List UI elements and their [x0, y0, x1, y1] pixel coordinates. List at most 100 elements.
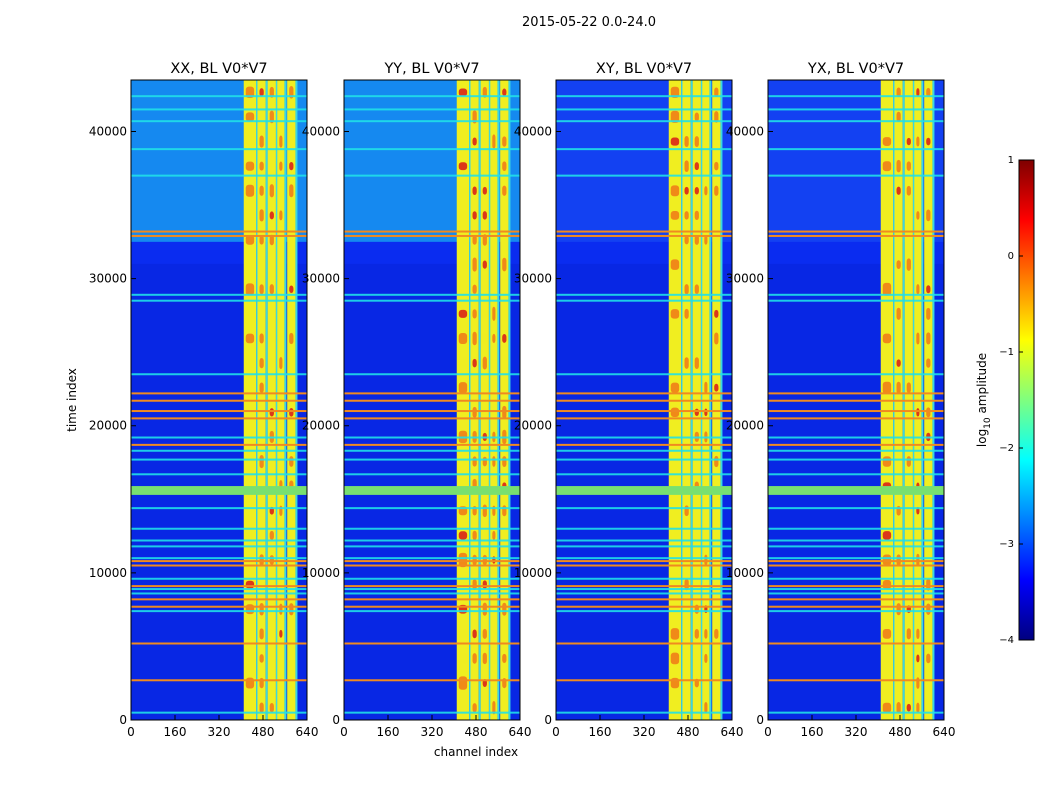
rfi-hotspot — [670, 110, 680, 123]
colorbar-scale — [1018, 159, 1035, 641]
rfi-hotspot — [259, 209, 264, 222]
flagged-row — [131, 148, 307, 151]
flagged-row — [556, 449, 732, 452]
rfi-hotspot — [245, 283, 255, 296]
y-tick-label: 40000 — [302, 124, 340, 138]
rfi-hotspot — [259, 554, 264, 566]
flagged-row — [556, 108, 732, 111]
flagged-row — [556, 436, 732, 439]
panel-1: XX, BL V0*V7 0 160 320 480 640 0 10000 20000 3000… — [89, 61, 319, 739]
rfi-hotspot — [906, 628, 911, 640]
flagged-row — [131, 711, 307, 714]
rfi-hotspot — [714, 383, 719, 392]
rfi-hotspot — [482, 211, 487, 220]
rfi-hotspot — [492, 134, 496, 149]
rfi-hotspot — [906, 258, 911, 271]
rfi-hotspot — [472, 703, 477, 713]
flagged-row — [344, 458, 520, 461]
flagged-row-hot — [344, 443, 520, 446]
rfi-hotspot — [259, 235, 264, 245]
rfi-hotspot — [926, 137, 931, 146]
rfi-hotspot — [472, 406, 477, 418]
flagged-row — [768, 539, 944, 542]
y-tick-label: 10000 — [89, 566, 127, 580]
rfi-hotspot — [896, 186, 901, 195]
rfi-hotspot — [289, 162, 294, 171]
flagged-row-hot — [768, 598, 944, 601]
rfi-hotspot — [279, 161, 283, 171]
flagged-row — [768, 507, 944, 510]
flagged-row — [131, 588, 307, 591]
flagged-row — [131, 95, 307, 98]
x-tick-label: 320 — [208, 725, 231, 739]
flagged-row-hot — [556, 399, 732, 402]
rfi-hotspot — [670, 628, 680, 640]
rfi-hotspot — [458, 676, 468, 690]
y-tick-label: 30000 — [89, 272, 127, 286]
flagged-row — [556, 610, 732, 613]
x-tick-label: 480 — [252, 725, 275, 739]
rfi-hotspot — [259, 135, 264, 148]
colorbar-tick-label: 1 — [1008, 155, 1014, 166]
rfi-hotspot — [906, 456, 911, 467]
y-tick-label: 0 — [332, 713, 340, 727]
y-tick-label: 30000 — [514, 272, 552, 286]
rfi-hotspot — [289, 408, 294, 417]
flagged-row — [768, 527, 944, 530]
y-tick-label: 40000 — [726, 124, 764, 138]
flagged-row — [768, 458, 944, 461]
flagged-row — [556, 557, 732, 560]
rfi-hotspot — [704, 381, 708, 394]
rfi-hotspot — [896, 111, 901, 123]
flagged-row-hot — [768, 564, 944, 567]
rfi-hotspot — [882, 137, 892, 146]
rfi-hotspot — [694, 284, 699, 295]
flagged-row-hot — [344, 598, 520, 601]
flagged-row — [344, 449, 520, 452]
rfi-hotspot — [245, 580, 255, 589]
rfi-hotspot — [502, 653, 507, 664]
flagged-row-hot — [556, 642, 732, 645]
flagged-row — [344, 545, 520, 548]
rfi-hotspot — [482, 652, 487, 665]
flagged-row — [131, 449, 307, 452]
rfi-hotspot — [714, 87, 719, 98]
rfi-hotspot — [492, 700, 496, 715]
x-tick-label: 480 — [677, 725, 700, 739]
rfi-hotspot — [472, 235, 477, 245]
flagged-row — [131, 458, 307, 461]
rfi-hotspot — [882, 333, 892, 344]
x-tick-label: 640 — [721, 725, 744, 739]
flagged-row — [768, 108, 944, 111]
rfi-hotspot — [269, 284, 274, 295]
flagged-row — [556, 299, 732, 302]
panel-title: XX, BL V0*V7 — [170, 61, 267, 77]
x-tick-label: 0 — [764, 725, 772, 739]
flagged-row-hot — [131, 585, 307, 588]
rfi-hotspot — [492, 333, 496, 344]
panel-3: XY, BL V0*V7 0 160 320 480 640 0 10000 20000 3000… — [514, 61, 744, 739]
rfi-hotspot — [245, 112, 255, 122]
rfi-hotspot — [472, 653, 477, 664]
rfi-hotspot — [896, 381, 901, 394]
rfi-hotspot — [882, 161, 892, 172]
colorbar-label: log10 amplitude — [975, 353, 993, 447]
colorbar-tick-label: −2 — [999, 443, 1014, 454]
rfi-hotspot — [502, 456, 507, 467]
flagged-row — [344, 588, 520, 591]
rfi-hotspot — [916, 654, 920, 663]
rfi-hotspot — [926, 307, 931, 320]
rfi-hotspot — [670, 210, 680, 220]
flagged-row — [344, 373, 520, 376]
flagged-row-hot — [556, 560, 732, 563]
flagged-row-hot — [768, 417, 944, 420]
rfi-hotspot — [684, 505, 689, 517]
rfi-hotspot — [916, 408, 920, 417]
rfi-hotspot — [269, 234, 274, 246]
rfi-hotspot — [714, 309, 719, 318]
rfi-hotspot — [704, 554, 708, 566]
y-tick-label: 0 — [756, 713, 764, 727]
flagged-row — [556, 711, 732, 714]
rfi-hotspot — [472, 137, 477, 146]
y-tick-label: 30000 — [726, 272, 764, 286]
